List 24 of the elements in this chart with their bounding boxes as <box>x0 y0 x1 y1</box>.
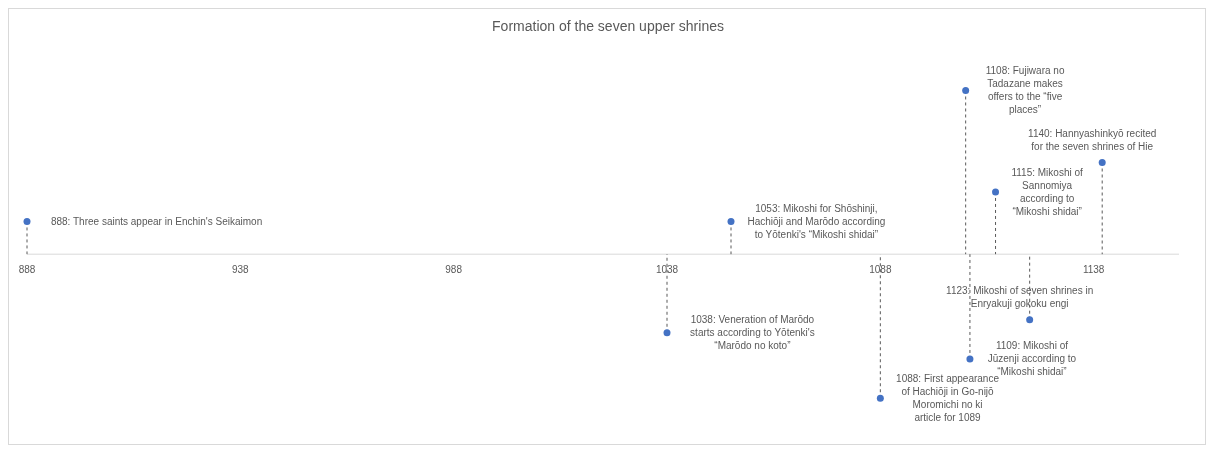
x-tick-label: 1088 <box>869 264 892 276</box>
point <box>966 355 974 363</box>
x-tick-label: 988 <box>445 264 463 276</box>
annotation: 1140: Hannyashinkyō recited for the seven shrines of Hie <box>1028 127 1157 152</box>
point <box>663 329 671 337</box>
annotation: 1038: Veneration of Marōdo starts according to Yōtenki's “Marōdo no koto” <box>690 314 815 352</box>
annotation: 1053: Mikoshi for Shōshinji, Hachiōji and Marōdo according to Yōtenki's “Mikoshi shidai” <box>747 202 886 240</box>
point <box>1026 316 1034 324</box>
annotation: 1115: Mikoshi of Sannomiya according to “Mikoshi shidai” <box>1011 166 1084 217</box>
annotation: 888: Three saints appear in Enchin's Seikaimon <box>50 215 263 227</box>
annotation: 1088: First appearance of Hachiōji in Go-nijō Moromichi no ki article for 1089 <box>896 373 1000 424</box>
point <box>962 86 970 94</box>
x-tick-label: 1138 <box>1082 264 1105 276</box>
annotation: 1123: Mikoshi of seven shrines in Enryakuji gokoku engi <box>946 284 1094 309</box>
x-tick-label: 938 <box>231 264 250 276</box>
point <box>876 394 884 402</box>
chart-title: Formation of the seven upper shrines <box>492 18 724 34</box>
point <box>1098 159 1106 166</box>
point <box>23 217 31 225</box>
x-tick-label: 1038 <box>655 264 679 276</box>
x-tick-label: 888 <box>18 264 36 276</box>
point <box>992 188 1000 196</box>
annotation: 1108: Fujiwara no Tadazane makes offers to the “five places” <box>985 65 1065 116</box>
point <box>727 217 735 225</box>
